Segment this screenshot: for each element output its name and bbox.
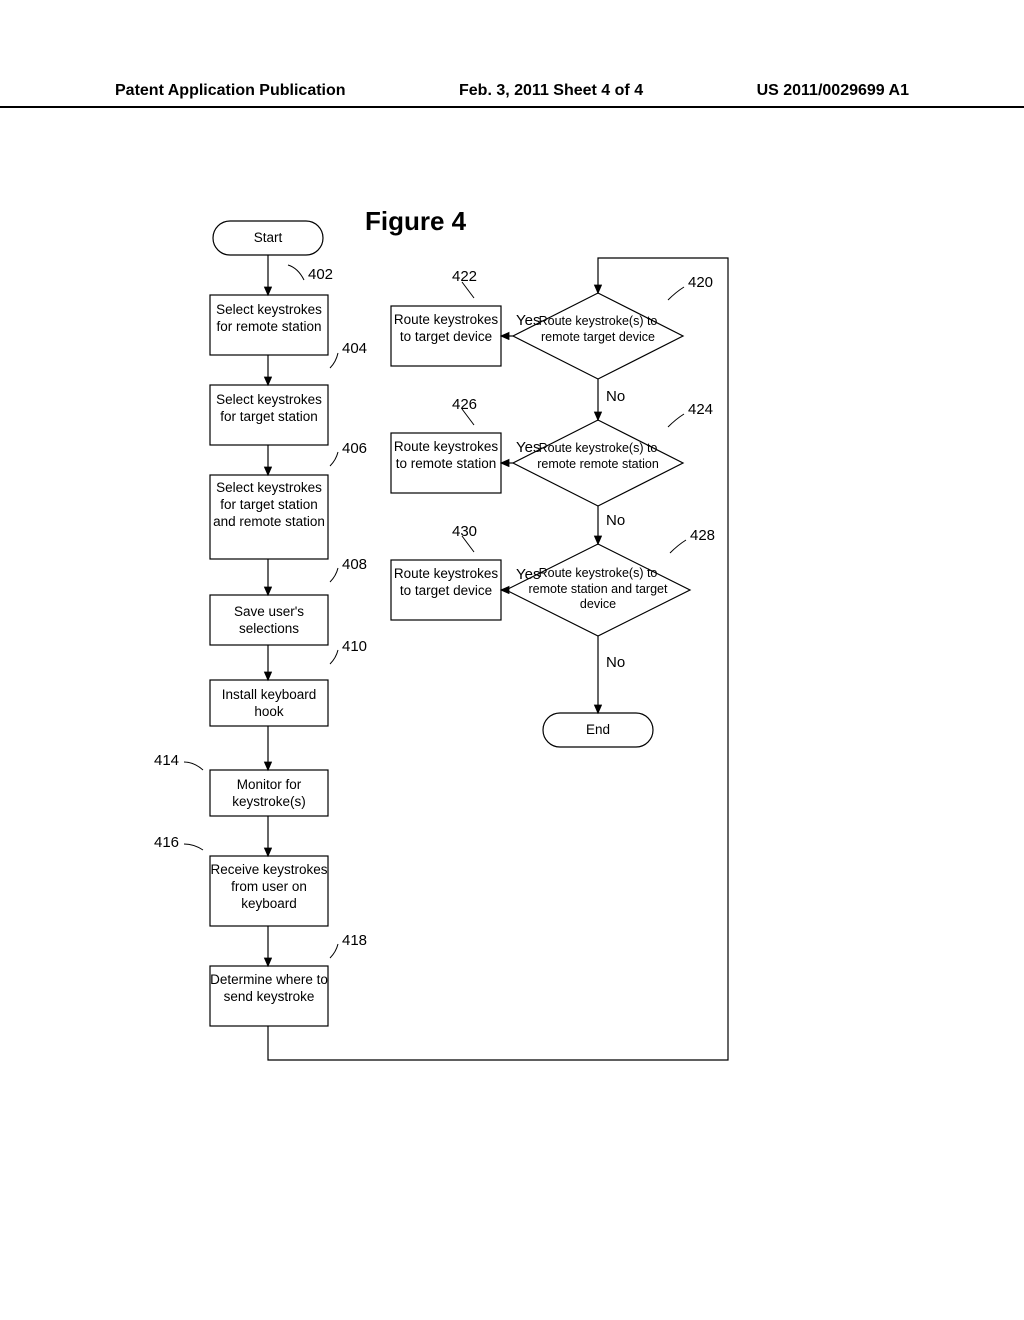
ref-430: 430 <box>452 523 477 540</box>
text-414: Monitor for keystroke(s) <box>210 777 328 811</box>
text-430: Route keystrokes to target device <box>391 566 501 600</box>
start-label: Start <box>213 230 323 247</box>
ref-422: 422 <box>452 268 477 285</box>
leader-420 <box>668 287 684 300</box>
ref-408: 408 <box>342 556 367 573</box>
edge-418-to-420 <box>268 258 728 1060</box>
leader-414 <box>184 762 203 770</box>
text-424: Route keystroke(s) to remote remote stat… <box>528 441 668 472</box>
leader-408 <box>330 568 338 582</box>
header-center: Feb. 3, 2011 Sheet 4 of 4 <box>459 82 643 100</box>
text-418: Determine where to send keystroke <box>210 972 328 1006</box>
text-426: Route keystrokes to remote station <box>391 439 501 473</box>
ref-404: 404 <box>342 340 367 357</box>
text-406: Select keystrokes for target station and… <box>210 480 328 531</box>
page-header: Patent Application Publication Feb. 3, 2… <box>0 82 1024 108</box>
yes-428: Yes <box>516 566 540 583</box>
header-right: US 2011/0029699 A1 <box>757 82 909 100</box>
no-420: No <box>606 388 625 405</box>
leader-418 <box>330 944 338 958</box>
text-410: Install keyboard hook <box>210 687 328 721</box>
ref-420: 420 <box>688 274 713 291</box>
ref-416: 416 <box>154 834 179 851</box>
yes-424: Yes <box>516 439 540 456</box>
end-label: End <box>543 722 653 739</box>
ref-426: 426 <box>452 396 477 413</box>
flowchart-canvas: Start End Select keystrokes for remote s… <box>148 190 868 1250</box>
text-404: Select keystrokes for target station <box>210 392 328 426</box>
text-402: Select keystrokes for remote station <box>210 302 328 336</box>
no-424: No <box>606 512 625 529</box>
ref-428: 428 <box>690 527 715 544</box>
text-428: Route keystroke(s) to remote station and… <box>520 566 676 613</box>
leader-424 <box>668 414 684 427</box>
text-408: Save user's selections <box>210 604 328 638</box>
text-420: Route keystroke(s) to remote target devi… <box>528 314 668 345</box>
ref-410: 410 <box>342 638 367 655</box>
ref-402: 402 <box>308 266 333 283</box>
ref-424: 424 <box>688 401 713 418</box>
ref-414: 414 <box>154 752 179 769</box>
no-428: No <box>606 654 625 671</box>
yes-420: Yes <box>516 312 540 329</box>
leader-428 <box>670 540 686 553</box>
text-416: Receive keystrokes from user on keyboard <box>210 862 328 913</box>
ref-418: 418 <box>342 932 367 949</box>
text-422: Route keystrokes to target device <box>391 312 501 346</box>
leader-406 <box>330 452 338 466</box>
leader-410 <box>330 650 338 664</box>
leader-404 <box>330 353 338 368</box>
ref-406: 406 <box>342 440 367 457</box>
leader-416 <box>184 844 203 850</box>
header-left: Patent Application Publication <box>115 82 346 100</box>
leader-402 <box>288 265 304 280</box>
